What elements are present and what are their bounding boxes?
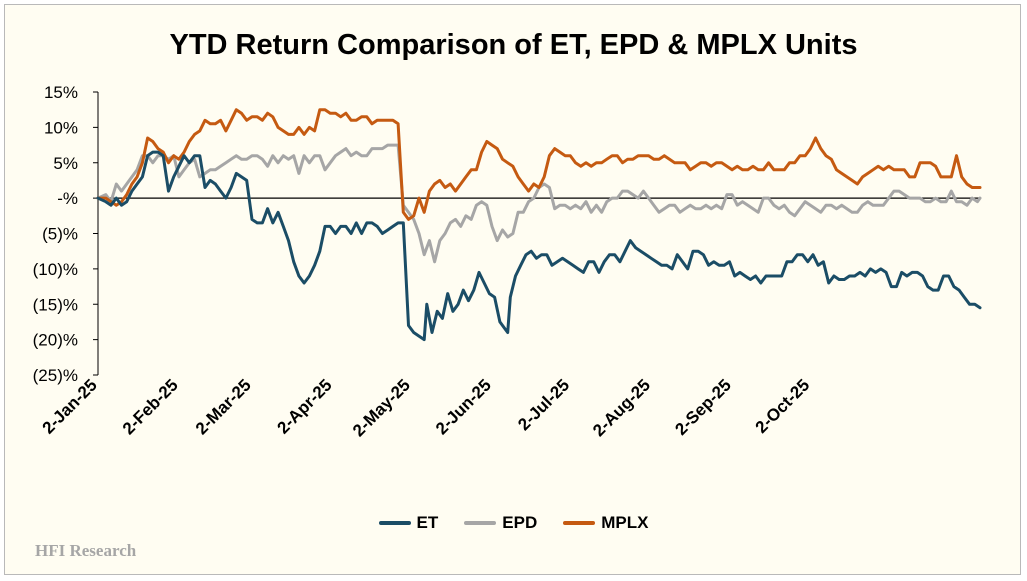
- x-tick-label: 2-Sep-25: [671, 375, 735, 439]
- x-tick-label: 2-Oct-25: [752, 375, 814, 437]
- x-tick-label: 2-Jul-25: [514, 375, 573, 434]
- chart-plot-area: 15%10%5%-%(5)%(10)%(15)%(20)%(25)%2-Jan-…: [33, 83, 982, 440]
- watermark-text: HFI Research: [35, 541, 137, 560]
- y-tick-label: (20)%: [33, 331, 78, 350]
- y-tick-label: (25)%: [33, 366, 78, 385]
- axis-layer: 15%10%5%-%(5)%(10)%(15)%(20)%(25)%2-Jan-…: [33, 83, 980, 440]
- x-tick-label: 2-Aug-25: [589, 375, 654, 440]
- y-tick-label: 15%: [44, 83, 78, 102]
- legend-item-mplx: MPLX: [563, 513, 648, 533]
- legend-swatch: [563, 521, 596, 525]
- legend-label: MPLX: [601, 513, 649, 532]
- legend-item-epd: EPD: [464, 513, 537, 533]
- x-tick-label: 2-Mar-25: [192, 375, 255, 438]
- series-layer: [96, 108, 982, 342]
- chart-title: YTD Return Comparison of ET, EPD & MPLX …: [169, 29, 858, 61]
- y-tick-label: 5%: [53, 154, 78, 173]
- chart-legend: ET EPD MPLX: [5, 513, 1022, 533]
- y-tick-label: (15)%: [33, 295, 78, 314]
- x-tick-label: 2-May-25: [349, 375, 414, 440]
- x-tick-label: 2-Jun-25: [432, 375, 495, 438]
- legend-swatch: [378, 521, 411, 525]
- chart-frame: YTD Return Comparison of ET, EPD & MPLX …: [4, 4, 1021, 575]
- y-tick-label: (10)%: [33, 260, 78, 279]
- legend-label: EPD: [502, 513, 538, 532]
- series-line-epd: [96, 143, 982, 264]
- x-tick-label: 2-Apr-25: [273, 375, 335, 437]
- y-tick-label: 10%: [44, 118, 78, 137]
- series-line-et: [96, 150, 982, 342]
- x-tick-label: 2-Feb-25: [119, 375, 182, 438]
- legend-item-et: ET: [378, 513, 439, 533]
- series-line-mplx: [96, 108, 982, 221]
- y-tick-label: (5)%: [42, 225, 78, 244]
- legend-swatch: [464, 521, 497, 525]
- y-tick-label: -%: [57, 189, 78, 208]
- legend-label: ET: [416, 513, 439, 532]
